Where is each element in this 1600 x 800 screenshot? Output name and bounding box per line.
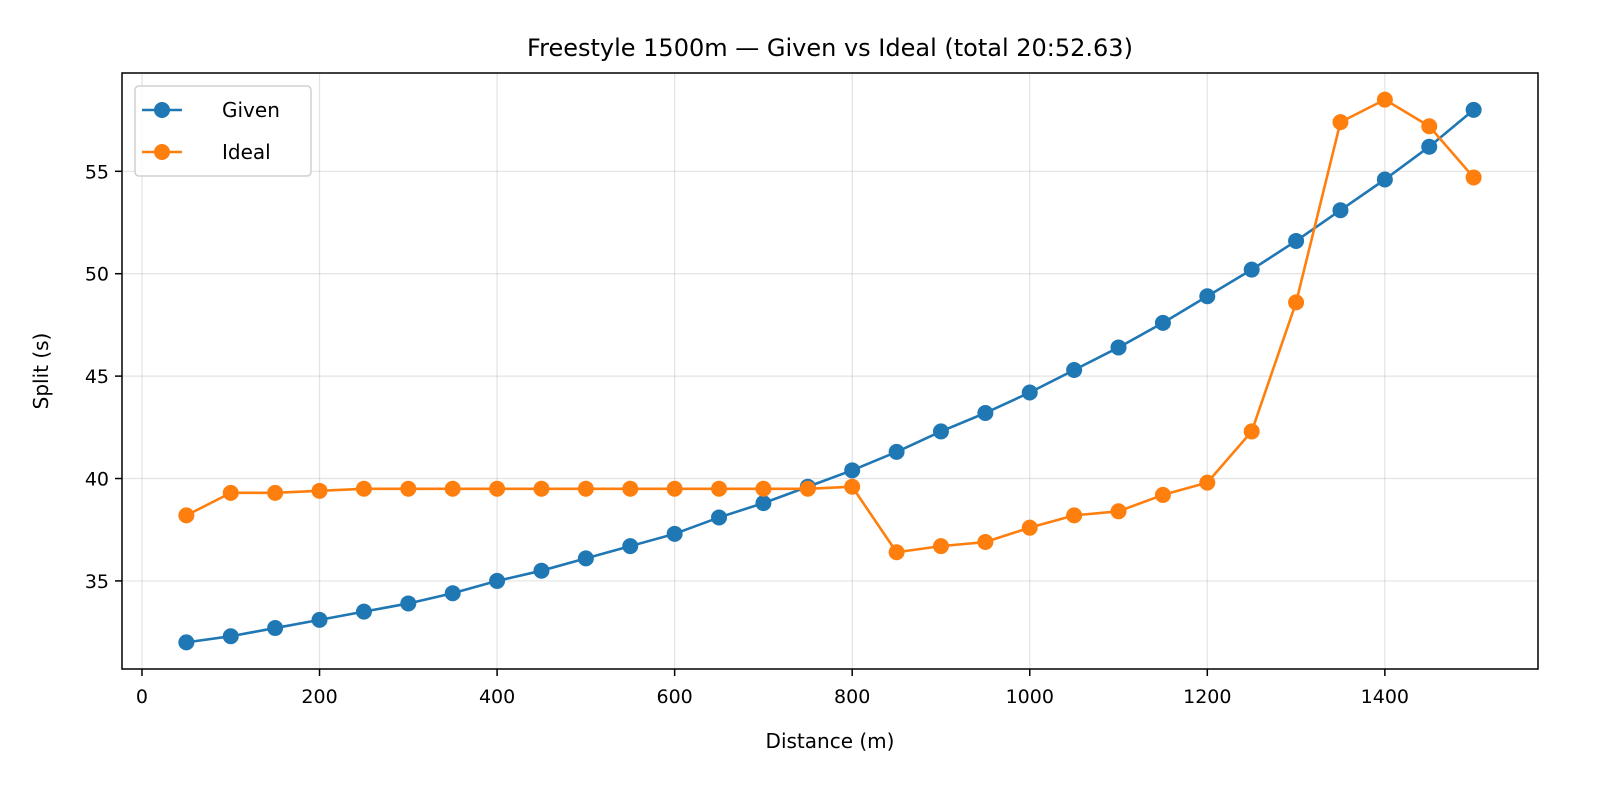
data-point-ideal [622, 480, 639, 497]
data-point-given [311, 611, 328, 628]
data-point-given [666, 525, 683, 542]
data-point-ideal [755, 480, 772, 497]
data-point-given [622, 538, 639, 555]
data-point-ideal [1465, 169, 1482, 186]
data-point-given [267, 620, 284, 637]
x-tick-label: 1400 [1361, 686, 1409, 708]
data-point-given [355, 603, 372, 620]
data-point-given [977, 404, 994, 421]
series-given [178, 101, 1482, 651]
series-group [178, 91, 1482, 651]
data-point-given [1110, 339, 1127, 356]
data-point-ideal [844, 478, 861, 495]
legend-marker-ideal [154, 144, 170, 160]
plot-frame [121, 72, 1539, 670]
data-point-ideal [1243, 423, 1260, 440]
data-point-given [711, 509, 728, 526]
data-point-given [888, 443, 905, 460]
data-point-ideal [1288, 294, 1305, 311]
data-point-given [1421, 138, 1438, 155]
x-tick-label: 200 [301, 686, 337, 708]
data-point-ideal [1066, 507, 1083, 524]
x-tick-label: 1200 [1183, 686, 1231, 708]
data-point-given [400, 595, 417, 612]
data-point-ideal [178, 507, 195, 524]
data-point-given [1332, 202, 1349, 219]
data-point-given [489, 572, 506, 589]
y-tick-label: 45 [85, 366, 109, 388]
data-point-ideal [888, 544, 905, 561]
legend-label-given: Given [222, 98, 280, 122]
data-point-given [932, 423, 949, 440]
data-point-given [755, 495, 772, 512]
data-point-given [1288, 232, 1305, 249]
y-tick-label: 40 [85, 469, 109, 491]
legend-label-ideal: Ideal [222, 140, 271, 164]
data-point-ideal [400, 480, 417, 497]
data-point-ideal [1199, 474, 1216, 491]
data-point-given [577, 550, 594, 567]
y-axis-label: Split (s) [29, 333, 53, 410]
data-point-ideal [799, 480, 816, 497]
series-ideal [178, 91, 1482, 561]
data-point-ideal [1021, 519, 1038, 536]
y-tick-label: 55 [85, 161, 109, 183]
data-point-ideal [355, 480, 372, 497]
data-point-ideal [1154, 486, 1171, 503]
data-point-given [1376, 171, 1393, 188]
x-tick-label: 800 [834, 686, 870, 708]
data-point-given [1154, 314, 1171, 331]
data-point-given [178, 634, 195, 651]
data-point-ideal [489, 480, 506, 497]
data-point-ideal [533, 480, 550, 497]
x-axis-label: Distance (m) [766, 729, 895, 753]
data-point-given [1243, 261, 1260, 278]
data-point-ideal [977, 534, 994, 551]
data-point-given [444, 585, 461, 602]
data-point-ideal [666, 480, 683, 497]
data-point-ideal [1110, 503, 1127, 520]
data-point-ideal [711, 480, 728, 497]
axis-ticks: 0 200 400 600 800 1000 1200 1400 35 40 45 50 55 [85, 161, 1409, 708]
data-point-ideal [932, 538, 949, 555]
data-point-ideal [577, 480, 594, 497]
legend-box [134, 85, 312, 177]
data-point-given [844, 462, 861, 479]
chart-title: Freestyle 1500m — Given vs Ideal (total … [527, 34, 1133, 62]
y-tick-label: 50 [85, 264, 109, 286]
x-tick-label: 600 [657, 686, 693, 708]
x-tick-label: 0 [136, 686, 148, 708]
data-point-ideal [1421, 118, 1438, 135]
data-point-given [1021, 384, 1038, 401]
data-point-ideal [1332, 114, 1349, 131]
x-tick-label: 1000 [1006, 686, 1054, 708]
x-tick-label: 400 [479, 686, 515, 708]
data-point-given [1066, 361, 1083, 378]
legend: Given Ideal [134, 85, 312, 177]
data-point-given [1199, 288, 1216, 305]
data-point-given [222, 628, 239, 645]
legend-marker-given [154, 102, 170, 118]
data-point-ideal [222, 484, 239, 501]
data-point-given [1465, 101, 1482, 118]
data-point-ideal [311, 482, 328, 499]
data-point-ideal [1376, 91, 1393, 108]
y-tick-label: 35 [85, 571, 109, 593]
data-point-given [533, 562, 550, 579]
data-point-ideal [444, 480, 461, 497]
data-point-ideal [267, 484, 284, 501]
